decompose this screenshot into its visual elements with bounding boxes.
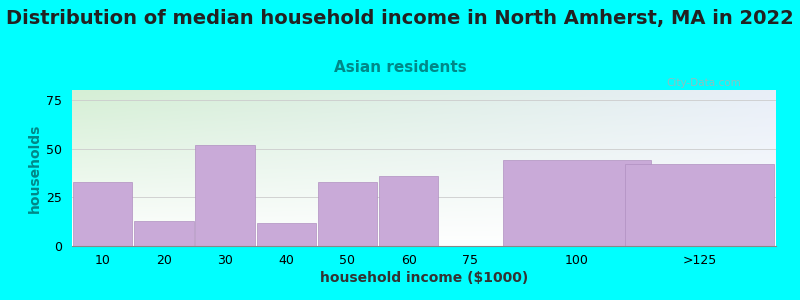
X-axis label: household income ($1000): household income ($1000) <box>320 271 528 285</box>
Text: Asian residents: Asian residents <box>334 60 466 75</box>
Bar <box>195 145 254 246</box>
Text: City-Data.com: City-Data.com <box>666 78 742 88</box>
Bar <box>379 176 438 246</box>
Bar <box>257 223 316 246</box>
Bar <box>318 182 377 246</box>
Bar <box>626 164 774 246</box>
Y-axis label: households: households <box>28 123 42 213</box>
Bar <box>503 160 651 246</box>
Bar <box>73 182 132 246</box>
Bar <box>134 221 194 246</box>
Text: Distribution of median household income in North Amherst, MA in 2022: Distribution of median household income … <box>6 9 794 28</box>
